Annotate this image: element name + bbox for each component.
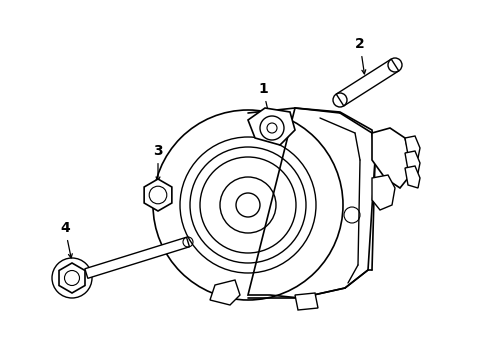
Polygon shape (404, 136, 419, 158)
Text: 3: 3 (153, 144, 163, 181)
Polygon shape (85, 237, 189, 278)
Polygon shape (59, 263, 85, 293)
Polygon shape (144, 179, 171, 211)
Polygon shape (404, 151, 419, 173)
Polygon shape (209, 280, 240, 305)
Polygon shape (371, 128, 409, 188)
Polygon shape (247, 108, 294, 145)
Text: 2: 2 (354, 37, 365, 74)
Polygon shape (294, 293, 317, 310)
Polygon shape (371, 175, 394, 210)
Polygon shape (247, 108, 374, 298)
Polygon shape (336, 59, 398, 106)
Polygon shape (404, 166, 419, 188)
Text: 1: 1 (258, 82, 271, 124)
Text: 4: 4 (60, 221, 72, 258)
